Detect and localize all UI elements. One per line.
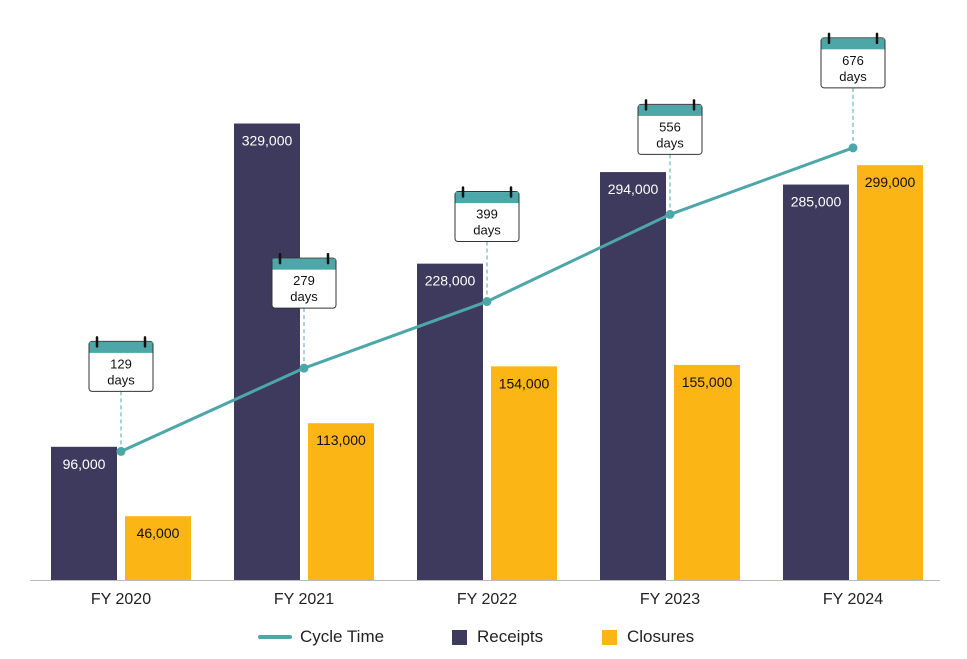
calendar-header-3: [638, 104, 702, 116]
calendar-box-4: [820, 37, 886, 89]
bar-closures-1: [308, 423, 374, 580]
cycle-time-value-0: 129: [110, 356, 132, 371]
point-cycle-time-2: [482, 297, 492, 307]
cycle-time-unit-2: days: [473, 223, 501, 238]
calendar-box-0: [88, 340, 154, 392]
point-cycle-time-4: [848, 143, 858, 153]
cycle-time-value-2: 399: [476, 207, 498, 222]
bar-receipts-4: [783, 184, 849, 580]
bar-closures-2: [491, 366, 557, 580]
bar-closures-4: [857, 165, 923, 580]
calendar-box-1: [271, 257, 337, 309]
bar-label-closures-3: 155,000: [682, 374, 733, 390]
calendar-header-2: [455, 192, 519, 204]
x-tick-label-3: FY 2023: [640, 591, 700, 608]
cycle-time-value-4: 676: [842, 53, 864, 68]
bar-label-closures-2: 154,000: [499, 375, 550, 391]
bar-label-closures-0: 46,000: [137, 525, 180, 541]
point-cycle-time-0: [116, 446, 126, 456]
bar-label-closures-4: 299,000: [865, 174, 916, 190]
cycle-time-value-1: 279: [293, 273, 315, 288]
x-tick-label-0: FY 2020: [91, 591, 151, 608]
bar-closures-3: [674, 364, 740, 580]
calendar-header-0: [89, 341, 153, 353]
cycle-time-value-3: 556: [659, 119, 681, 134]
legend-item-receipts: Receipts: [452, 624, 543, 650]
calendar-header-1: [272, 258, 336, 270]
bar-receipts-2: [417, 263, 483, 580]
cycle-time-unit-3: days: [656, 135, 684, 150]
legend-item-cycle-time: Cycle Time: [258, 624, 384, 650]
legend-swatch-closures: [602, 629, 617, 645]
bar-label-receipts-1: 329,000: [242, 133, 293, 149]
cycle-time-unit-1: days: [290, 289, 318, 304]
legend: Cycle Time Receipts Closures: [0, 624, 967, 650]
legend-line-cycle-time: [258, 635, 292, 639]
bar-label-receipts-4: 285,000: [791, 194, 842, 210]
bar-closures-0: [125, 516, 191, 580]
bar-label-closures-1: 113,000: [316, 432, 366, 448]
legend-item-closures: Closures: [602, 624, 694, 650]
calendar-box-3: [637, 103, 703, 155]
x-tick-label-1: FY 2021: [274, 591, 334, 608]
cycle-time-unit-0: days: [107, 372, 135, 387]
x-tick-label-2: FY 2022: [457, 591, 517, 608]
legend-label-receipts: Receipts: [477, 627, 544, 646]
x-tick-label-4: FY 2024: [823, 591, 883, 608]
legend-label-closures: Closures: [627, 627, 695, 646]
legend-swatch-receipts: [452, 629, 467, 645]
bar-receipts-1: [234, 123, 300, 580]
bar-label-receipts-3: 294,000: [608, 181, 659, 197]
bar-receipts-0: [51, 446, 117, 580]
bar-label-receipts-2: 228,000: [425, 273, 476, 289]
bar-label-receipts-0: 96,000: [63, 456, 106, 472]
calendar-header-4: [821, 38, 885, 50]
legend-label-cycle-time: Cycle Time: [300, 627, 385, 646]
point-cycle-time-1: [299, 363, 309, 373]
bar-receipts-3: [600, 172, 666, 580]
point-cycle-time-3: [665, 209, 675, 219]
calendar-box-2: [454, 191, 520, 243]
cycle-time-unit-4: days: [839, 69, 867, 84]
